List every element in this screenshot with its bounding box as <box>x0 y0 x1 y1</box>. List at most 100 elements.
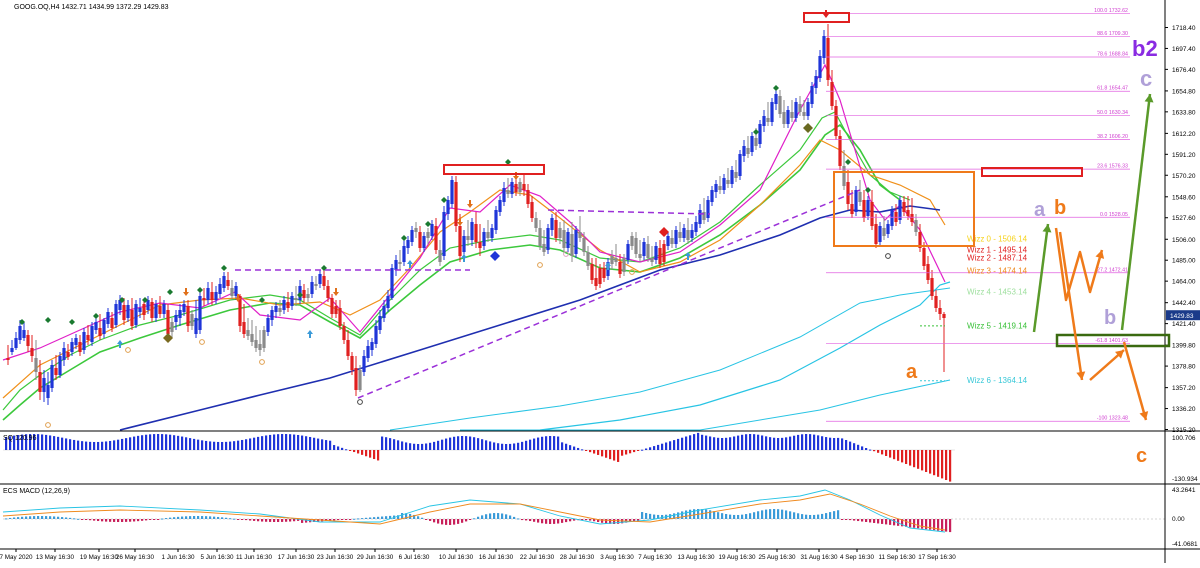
candle-body <box>482 232 486 246</box>
oscillator-bar <box>197 439 200 450</box>
y-tick-label: 1421.40 <box>1172 321 1196 328</box>
candle-body <box>370 342 374 350</box>
candle-body <box>410 230 414 242</box>
candle-body <box>506 190 510 194</box>
oscillator-bar <box>385 437 388 450</box>
oscillator-bar <box>945 450 948 480</box>
macd-histogram-bar <box>769 509 772 519</box>
oscillator-bar <box>409 443 412 450</box>
oscillator-bar <box>421 443 424 450</box>
candle-body <box>102 320 106 334</box>
candle-body <box>850 204 854 214</box>
y-tick-label: 1654.80 <box>1172 88 1196 95</box>
y-tick-label: 1633.80 <box>1172 109 1196 116</box>
macd-histogram-bar <box>341 519 344 520</box>
circle-marker <box>563 251 569 257</box>
candle-body <box>166 310 170 334</box>
macd-histogram-bar <box>793 512 796 519</box>
macd-histogram-bar <box>241 519 244 520</box>
macd-histogram-bar <box>537 519 540 523</box>
macd-histogram-bar <box>685 510 688 519</box>
candle-body <box>170 322 174 332</box>
candle-body <box>590 264 594 280</box>
macd-histogram-bar <box>605 519 608 524</box>
macd-histogram-bar <box>353 518 356 520</box>
oscillator-bar <box>109 440 112 450</box>
current-price-label: 1429.83 <box>1170 313 1194 320</box>
candle-body <box>94 322 98 330</box>
candle-body <box>842 166 846 186</box>
oscillator-bar <box>49 435 52 450</box>
candle-body <box>882 228 886 236</box>
candle-body <box>442 212 446 256</box>
oscillator-bar <box>761 435 764 450</box>
candle-body <box>138 308 142 312</box>
oscillator-bar <box>361 450 364 455</box>
oscillator-bar <box>405 442 408 450</box>
x-tick-label: 17 Jun 16:30 <box>278 554 315 561</box>
macd-histogram-bar <box>293 519 296 522</box>
macd-histogram-bar <box>145 519 148 521</box>
oscillator-bar <box>589 450 592 453</box>
macd-histogram-bar <box>361 518 364 520</box>
symbol-ohlc-header: GOOG.OQ,H4 1432.71 1434.99 1372.29 1429.… <box>14 4 169 11</box>
oscillator-bar <box>305 436 308 450</box>
macd-histogram-bar <box>509 515 512 519</box>
oscillator-bar <box>769 437 772 450</box>
macd-histogram-bar <box>177 516 180 519</box>
candle-body <box>206 288 210 300</box>
candle-body <box>438 250 442 262</box>
oscillator-bar <box>805 434 808 450</box>
macd-histogram-bar <box>225 517 228 519</box>
candle-body <box>654 246 658 260</box>
candle-body <box>346 340 350 356</box>
circle-marker <box>885 253 891 259</box>
current-price-tag <box>1166 310 1200 321</box>
oscillator-bar <box>525 440 528 450</box>
macd-histogram-bar <box>73 518 76 520</box>
down-arrow-marker <box>513 172 519 180</box>
candle-body <box>478 242 482 248</box>
candle-body <box>742 146 746 156</box>
candle-body <box>278 308 282 312</box>
macd-histogram-bar <box>521 519 524 521</box>
macd-histogram-bar <box>449 519 452 525</box>
oscillator-bar <box>677 438 680 450</box>
macd-histogram-bar <box>249 519 252 521</box>
oscillator-bar <box>873 450 876 452</box>
macd-histogram-bar <box>193 516 196 519</box>
oscillator-bar <box>61 437 64 450</box>
macd-histogram-bar <box>209 516 212 519</box>
oscillator-bar <box>245 439 248 450</box>
oscillator-bar <box>389 438 392 450</box>
candle-body <box>134 304 138 325</box>
oscillator-bar <box>213 441 216 450</box>
macd-histogram-bar <box>429 519 432 521</box>
candle-body <box>86 335 90 340</box>
x-tick-label: 3 Aug 16:30 <box>600 554 634 561</box>
candle-body <box>910 214 914 222</box>
oscillator-bar <box>913 450 916 468</box>
macd-histogram-bar <box>357 518 360 520</box>
oscillator-bar <box>401 441 404 450</box>
oscillator-bar <box>825 437 828 450</box>
fib-level-label: 100.0 1732.62 <box>1094 8 1128 14</box>
oscillator-bar <box>449 437 452 450</box>
oscillator-bar <box>713 437 716 450</box>
macd-histogram-bar <box>29 516 32 519</box>
candle-body <box>638 254 642 258</box>
macd-histogram-bar <box>805 514 808 519</box>
macd-histogram-bar <box>433 519 436 523</box>
macd-histogram-bar <box>533 519 536 522</box>
candle-body <box>818 56 822 78</box>
oscillator-bar <box>17 434 20 450</box>
candle-body <box>198 296 202 330</box>
oscillator-bar <box>497 443 500 450</box>
candle-body <box>542 244 546 252</box>
candle-body <box>406 240 410 248</box>
macd-histogram-bar <box>641 512 644 519</box>
candle-body <box>598 268 602 284</box>
oscillator-bar <box>457 436 460 450</box>
oscillator-bar <box>269 434 272 450</box>
